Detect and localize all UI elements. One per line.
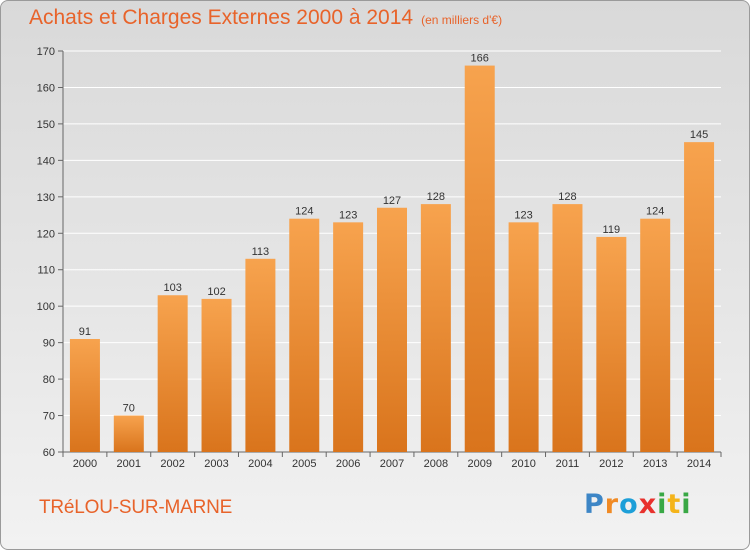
x-tick-label-2005: 2005 — [292, 458, 316, 470]
bar-2012 — [596, 236, 627, 452]
y-tick-label: 120 — [37, 228, 55, 240]
y-tick-label: 80 — [43, 374, 55, 386]
y-tick-label: 110 — [37, 265, 55, 277]
x-tick-label-2012: 2012 — [599, 458, 623, 470]
y-tick-label: 130 — [37, 192, 55, 204]
logo-letter: P — [584, 489, 605, 520]
value-label-2003: 102 — [207, 286, 225, 298]
bars — [69, 65, 715, 453]
value-label-2000: 91 — [79, 326, 91, 338]
bar-2007 — [377, 207, 407, 452]
logo-letter: i — [657, 489, 668, 520]
y-tick-label: 70 — [43, 411, 55, 423]
bar-2005 — [289, 218, 320, 452]
x-tick-label-2001: 2001 — [117, 458, 141, 470]
logo-letter: r — [604, 489, 620, 520]
x-tick-label-2013: 2013 — [643, 458, 667, 470]
value-label-2014: 145 — [690, 129, 708, 141]
x-tick-label-2011: 2011 — [556, 458, 580, 470]
value-label-2010: 123 — [514, 209, 532, 221]
value-label-2011: 128 — [558, 191, 576, 203]
logo-letter: i — [681, 489, 692, 520]
value-label-2013: 124 — [646, 206, 664, 218]
bar-2004 — [245, 258, 276, 452]
bar-2013 — [640, 218, 671, 452]
labels: 60 70 80 90 100 110 120 130 140 150 160 170 91 2000 70… — [37, 46, 712, 470]
value-label-2005: 124 — [295, 206, 313, 218]
bar-2010 — [508, 222, 539, 452]
chart-unit-label: (en milliers d'€) — [421, 13, 503, 27]
y-tick-label: 60 — [43, 447, 55, 459]
value-label-2006: 123 — [339, 209, 357, 221]
chart-title: Achats et Charges Externes 2000 à 2014 (e… — [29, 6, 502, 30]
bar-2003 — [201, 298, 232, 452]
x-tick-label-2006: 2006 — [336, 458, 360, 470]
proxiti-logo[interactable]: Proxiti — [584, 489, 692, 520]
x-tick-label-2014: 2014 — [687, 458, 711, 470]
x-tick-label-2009: 2009 — [467, 458, 491, 470]
x-tick-label-2007: 2007 — [380, 458, 404, 470]
logo-letter: t — [667, 489, 682, 520]
y-tick-label: 90 — [43, 338, 55, 350]
bar-2011 — [552, 204, 583, 452]
bar-2002 — [157, 295, 188, 452]
logo-letter: x — [638, 489, 658, 520]
value-label-2002: 103 — [163, 282, 181, 294]
bar-2001 — [113, 415, 144, 452]
value-label-2009: 166 — [471, 53, 489, 65]
bar-2008 — [420, 204, 451, 452]
x-tick-label-2010: 2010 — [511, 458, 535, 470]
bar-2014 — [684, 142, 715, 453]
bar-2009 — [464, 65, 495, 452]
y-tick-label: 160 — [37, 82, 55, 94]
y-tick-label: 140 — [37, 155, 55, 167]
bar-2006 — [333, 222, 364, 452]
x-tick-label-2000: 2000 — [73, 458, 97, 470]
value-label-2001: 70 — [123, 403, 135, 415]
logo-letter: o — [619, 489, 639, 520]
value-label-2012: 119 — [603, 224, 621, 236]
y-tick-label: 150 — [37, 119, 55, 131]
value-label-2007: 127 — [383, 195, 401, 207]
y-tick-label: 170 — [37, 46, 55, 58]
value-label-2004: 113 — [252, 246, 270, 258]
value-label-2008: 128 — [427, 191, 445, 203]
commune-name: TRéLOU-SUR-MARNE — [39, 497, 233, 518]
x-tick-label-2004: 2004 — [248, 458, 272, 470]
x-tick-label-2002: 2002 — [160, 458, 184, 470]
x-tick-label-2008: 2008 — [424, 458, 448, 470]
y-tick-label: 100 — [37, 301, 55, 313]
x-tick-label-2003: 2003 — [204, 458, 228, 470]
chart-title-text: Achats et Charges Externes 2000 à 2014 — [29, 6, 414, 29]
bar-2000 — [69, 338, 100, 452]
